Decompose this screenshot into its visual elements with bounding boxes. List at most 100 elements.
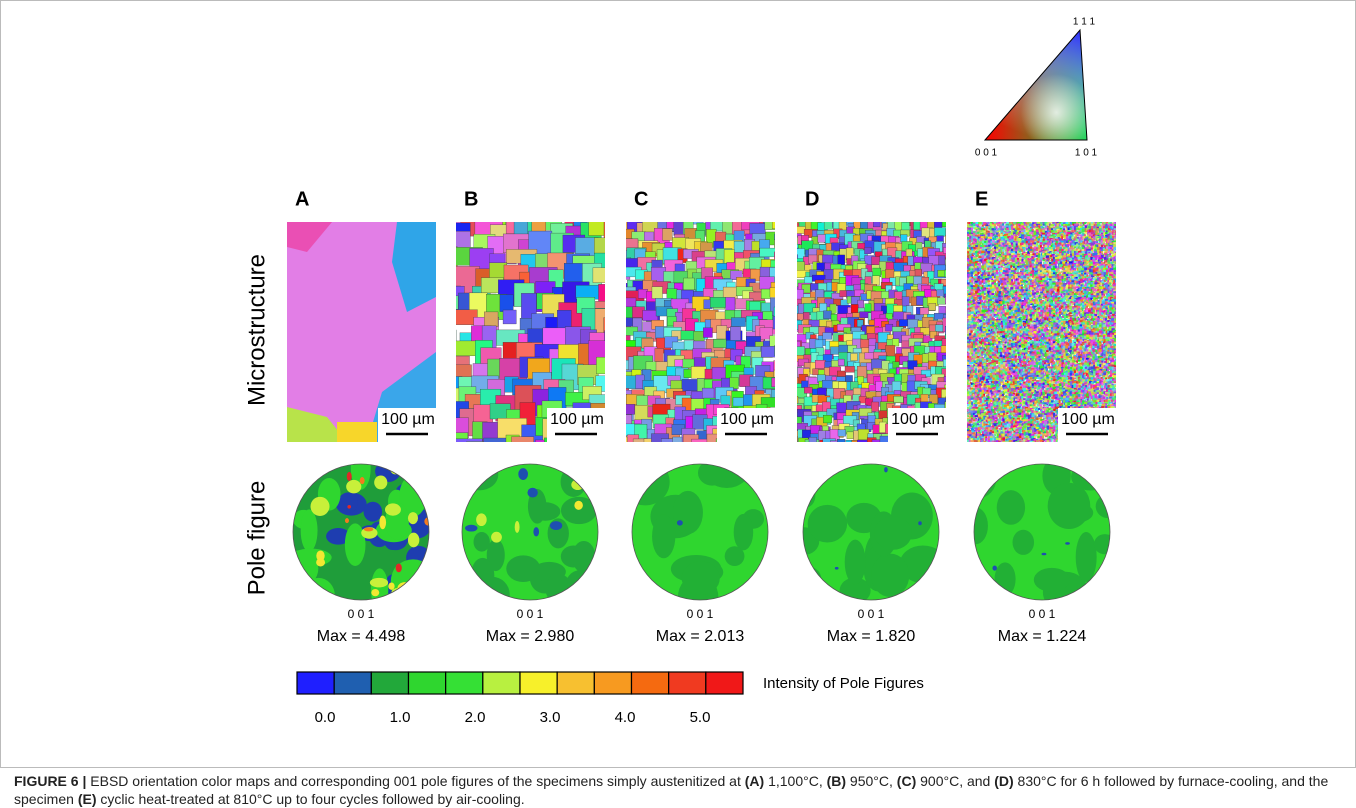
grain bbox=[987, 280, 990, 282]
grain bbox=[1030, 272, 1032, 274]
grain bbox=[989, 316, 991, 318]
grain bbox=[1025, 268, 1028, 270]
pole-blob bbox=[725, 546, 745, 566]
grain bbox=[1117, 264, 1119, 268]
grain bbox=[761, 289, 770, 299]
grain bbox=[964, 256, 966, 259]
grain bbox=[1096, 293, 1099, 296]
grain bbox=[1004, 297, 1007, 299]
grain bbox=[1115, 305, 1117, 307]
max-label: Max = 2.980 bbox=[486, 628, 575, 645]
pole-blob bbox=[408, 512, 418, 524]
grain bbox=[915, 440, 924, 452]
grain bbox=[1052, 222, 1055, 224]
grain bbox=[943, 286, 950, 297]
grain bbox=[1049, 260, 1051, 262]
grain bbox=[1036, 287, 1038, 289]
grain bbox=[1112, 262, 1115, 264]
grain bbox=[1053, 278, 1055, 280]
grain bbox=[1023, 228, 1026, 230]
grain bbox=[804, 387, 812, 393]
grain bbox=[1040, 242, 1042, 245]
grain bbox=[985, 238, 987, 240]
pole-blob bbox=[589, 573, 593, 577]
grain bbox=[970, 234, 972, 236]
microstructure-map bbox=[434, 203, 642, 471]
grain bbox=[1086, 308, 1088, 310]
grain bbox=[1034, 310, 1037, 313]
pole-label: 0 0 1 bbox=[517, 607, 544, 621]
grain bbox=[455, 439, 482, 453]
grain bbox=[1116, 228, 1120, 231]
grain bbox=[1112, 255, 1114, 257]
grain bbox=[1112, 220, 1115, 222]
pole-blob bbox=[871, 554, 909, 597]
grain bbox=[1051, 259, 1053, 262]
grain bbox=[977, 240, 979, 243]
grain bbox=[1091, 282, 1093, 284]
grain bbox=[595, 440, 615, 457]
grain bbox=[684, 340, 695, 349]
grain bbox=[946, 229, 955, 240]
grain bbox=[871, 402, 879, 411]
grain bbox=[989, 247, 991, 249]
grain bbox=[1116, 237, 1119, 241]
grain bbox=[1014, 234, 1017, 236]
grain bbox=[773, 316, 784, 329]
pole-label: 0 0 1 bbox=[348, 607, 375, 621]
grain bbox=[1046, 276, 1048, 278]
grain bbox=[1069, 304, 1071, 306]
grain bbox=[1035, 251, 1037, 253]
grain bbox=[560, 440, 584, 461]
pole-label: 0 0 1 bbox=[858, 607, 885, 621]
grain bbox=[681, 331, 695, 340]
grain bbox=[823, 311, 831, 319]
grain bbox=[893, 362, 899, 368]
colorbar-cell bbox=[334, 672, 371, 694]
grain bbox=[1046, 291, 1049, 293]
pole-blob bbox=[420, 569, 428, 576]
grain bbox=[838, 359, 844, 366]
figure-graphic: 1 1 1 0 0 1 1 0 1 Microstructure Pole fi… bbox=[0, 0, 1356, 768]
grain bbox=[1093, 307, 1096, 309]
grain bbox=[942, 441, 953, 451]
grain bbox=[1002, 226, 1004, 229]
pole-blob bbox=[476, 513, 487, 526]
grain bbox=[1072, 311, 1074, 313]
grain bbox=[731, 318, 745, 327]
grain bbox=[612, 376, 622, 395]
grain bbox=[1025, 305, 1027, 307]
grain bbox=[789, 280, 797, 288]
grain bbox=[1116, 270, 1118, 274]
grain bbox=[885, 324, 892, 331]
grain bbox=[1061, 220, 1063, 223]
grain bbox=[992, 259, 994, 262]
grain bbox=[1116, 293, 1118, 295]
grain bbox=[838, 255, 845, 265]
grain bbox=[864, 247, 871, 254]
grain bbox=[775, 398, 794, 409]
grain bbox=[1063, 220, 1065, 222]
grain bbox=[1076, 261, 1078, 264]
grain bbox=[774, 252, 790, 270]
grain bbox=[434, 314, 447, 336]
grain bbox=[1008, 251, 1010, 253]
grain bbox=[985, 249, 987, 252]
pole-blob bbox=[360, 477, 365, 484]
grain bbox=[970, 272, 973, 274]
grain bbox=[851, 353, 858, 360]
pole-blob bbox=[316, 551, 324, 562]
grain bbox=[1053, 219, 1057, 222]
pole-blob bbox=[550, 521, 562, 530]
grain bbox=[1116, 226, 1120, 229]
grain bbox=[788, 380, 796, 387]
grain bbox=[979, 242, 982, 245]
grain bbox=[614, 429, 626, 444]
grain bbox=[801, 381, 808, 388]
grain bbox=[977, 300, 980, 302]
grain bbox=[1105, 232, 1107, 234]
pole-blob bbox=[347, 472, 352, 481]
pole-blob bbox=[594, 575, 599, 585]
grain bbox=[1043, 297, 1045, 299]
grain bbox=[1114, 270, 1116, 272]
